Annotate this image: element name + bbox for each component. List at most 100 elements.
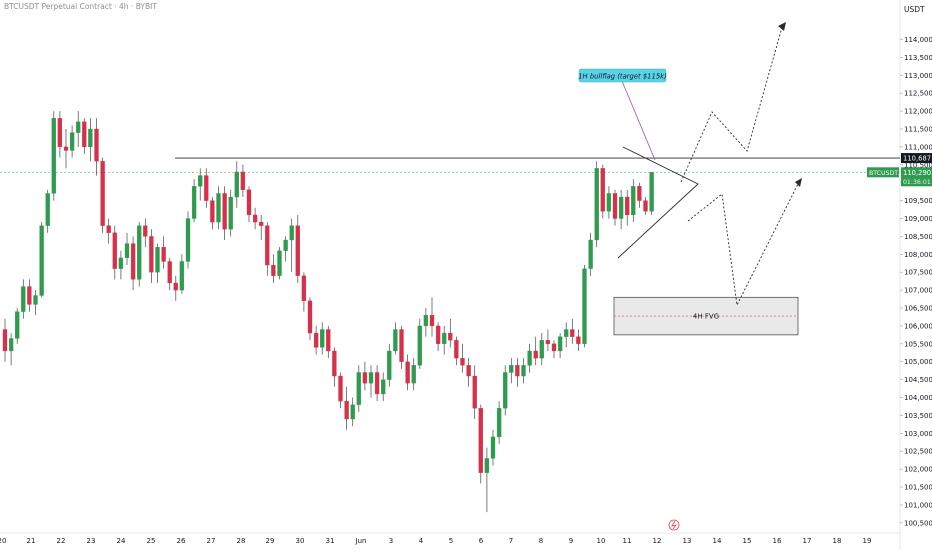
- candle: [606, 186, 612, 219]
- candle: [594, 161, 599, 248]
- candle-body: [606, 193, 612, 212]
- y-tick-label: 104,000.0: [904, 394, 932, 402]
- candle: [344, 386, 349, 430]
- x-tick-label: 12: [653, 537, 662, 545]
- callout-text: 1H bullflag (target $115k): [578, 73, 667, 81]
- x-tick-label: 27: [207, 537, 216, 545]
- candle-body: [283, 239, 288, 251]
- candle-body: [155, 246, 160, 273]
- x-tick-label: 22: [57, 537, 66, 545]
- candle-body: [411, 365, 416, 384]
- resistance-tag-text: 110,687.9: [903, 155, 932, 163]
- candle: [612, 189, 618, 226]
- candle-body: [76, 121, 81, 133]
- candle: [643, 197, 648, 215]
- candle: [63, 128, 69, 169]
- candle-body: [198, 175, 203, 187]
- ticker-tag: [867, 167, 899, 178]
- lightning-bolt: [671, 520, 677, 530]
- bullflag-triangle: [617, 146, 699, 259]
- candle-body: [137, 225, 142, 280]
- candle-body: [307, 300, 313, 334]
- candle-body: [228, 196, 233, 230]
- candle-body: [173, 282, 178, 291]
- candle-body: [625, 196, 630, 216]
- candle: [509, 358, 514, 384]
- candle: [356, 365, 361, 412]
- candle-body: [39, 225, 44, 296]
- y-tick-label: 112,500.0: [904, 90, 932, 98]
- candle: [246, 186, 252, 223]
- candle-body: [545, 340, 551, 344]
- candle: [460, 343, 465, 373]
- x-tick-label: 19: [863, 537, 872, 545]
- last-price-tag: [901, 167, 932, 187]
- candle: [161, 236, 166, 269]
- candle: [442, 325, 447, 355]
- candle-body: [27, 286, 32, 305]
- countdown-text: 01:36:01: [903, 179, 931, 186]
- candle-body: [15, 311, 20, 339]
- candle-body: [417, 325, 422, 366]
- candle: [557, 333, 563, 359]
- x-tick-label: 17: [803, 537, 812, 545]
- y-tick-label: 109,000.0: [904, 215, 932, 223]
- candle-body: [503, 372, 508, 409]
- y-tick-label: 103,500.0: [904, 412, 932, 420]
- candle: [307, 297, 313, 341]
- candle-body: [649, 172, 654, 212]
- candle: [216, 186, 221, 230]
- candle: [545, 329, 551, 351]
- candle-body: [490, 436, 496, 459]
- candle: [191, 179, 197, 223]
- candle: [124, 232, 130, 266]
- candle-body: [271, 264, 276, 276]
- candle-body: [631, 186, 636, 216]
- candle-body: [533, 350, 538, 359]
- candle: [94, 118, 99, 176]
- candle: [15, 308, 20, 344]
- candle-body: [381, 379, 386, 395]
- candle: [631, 179, 636, 223]
- candle: [515, 358, 520, 387]
- candle: [411, 358, 416, 391]
- candle: [496, 401, 502, 445]
- candle-body: [326, 329, 331, 352]
- y-tick-label: 105,000.0: [904, 358, 932, 366]
- candle-body: [612, 193, 618, 219]
- candle: [259, 214, 264, 240]
- candle-body: [582, 268, 587, 344]
- candle-body: [21, 286, 26, 312]
- candle: [576, 329, 581, 351]
- candle: [228, 189, 233, 237]
- candle-body: [472, 375, 477, 409]
- candle: [265, 222, 270, 276]
- y-tick-label: 106,500.0: [904, 305, 932, 313]
- candle: [570, 318, 575, 344]
- candle: [387, 343, 392, 387]
- x-tick-label: 28: [237, 537, 246, 545]
- candle-body: [466, 365, 471, 377]
- candle: [454, 336, 459, 366]
- ticker-tag-text: BTCUSDT.P: [869, 170, 903, 177]
- y-tick-label: 108,000.0: [904, 251, 932, 259]
- candle-body: [143, 225, 148, 237]
- y-tick-label: 103,000.0: [904, 430, 932, 438]
- candle: [374, 365, 380, 402]
- candle-body: [435, 325, 441, 344]
- candle-body: [588, 239, 593, 269]
- x-tick-label: 11: [623, 537, 632, 545]
- x-tick-label: 21: [27, 537, 36, 545]
- candle-body: [265, 225, 270, 266]
- candle-body: [521, 365, 526, 377]
- callout-box: [578, 68, 667, 83]
- y-tick-label: 111,500.0: [904, 125, 932, 133]
- candle-body: [130, 243, 136, 280]
- x-tick-label: 18: [833, 537, 842, 545]
- candle: [503, 365, 508, 416]
- candle-body: [57, 118, 63, 148]
- candle: [399, 325, 404, 369]
- candle: [649, 171, 654, 215]
- y-tick-label: 113,000.0: [904, 72, 932, 80]
